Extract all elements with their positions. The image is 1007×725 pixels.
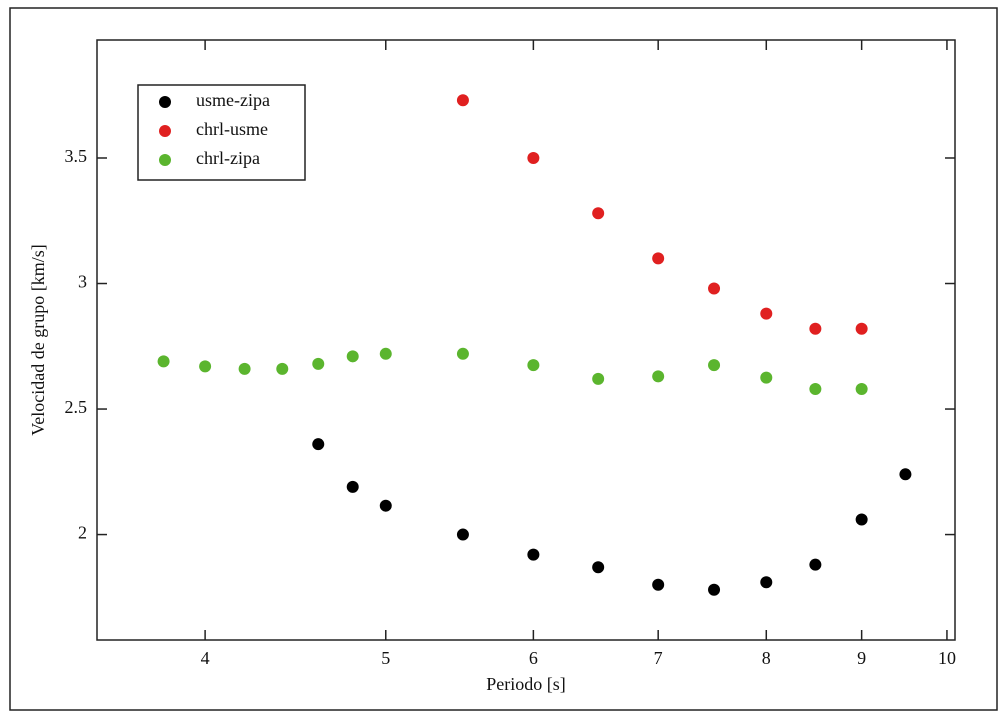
y-tick-label: 3 <box>78 272 87 292</box>
point <box>527 151 540 164</box>
point <box>312 357 325 370</box>
legend-marker <box>159 125 171 137</box>
legend-marker <box>159 154 171 166</box>
point <box>708 583 721 596</box>
point <box>809 382 822 395</box>
point <box>592 207 605 220</box>
x-axis-label: Periodo [s] <box>486 674 566 694</box>
plot-area <box>96 39 956 641</box>
point <box>456 94 469 107</box>
point <box>760 307 773 320</box>
legend-label: chrl-usme <box>196 119 268 139</box>
y-axis-label: Velocidad de grupo [km/s] <box>28 244 48 435</box>
point <box>157 355 170 368</box>
point <box>238 362 251 375</box>
point <box>527 359 540 372</box>
y-tick-label: 3.5 <box>65 146 88 166</box>
point <box>760 371 773 384</box>
legend-marker <box>159 96 171 108</box>
x-tick-label: 10 <box>938 648 956 668</box>
legend-label: chrl-zipa <box>196 148 260 168</box>
point <box>592 372 605 385</box>
point <box>379 347 392 360</box>
legend-label: usme-zipa <box>196 90 270 110</box>
x-tick-label: 8 <box>762 648 771 668</box>
point <box>312 438 325 451</box>
point <box>276 362 289 375</box>
point <box>346 480 359 493</box>
point <box>760 576 773 589</box>
point <box>527 548 540 561</box>
point <box>652 252 665 265</box>
point <box>592 561 605 574</box>
point <box>379 499 392 512</box>
point <box>708 282 721 295</box>
point <box>652 370 665 383</box>
point <box>199 360 212 373</box>
x-tick-label: 9 <box>857 648 866 668</box>
point <box>855 513 868 526</box>
x-tick-label: 7 <box>654 648 663 668</box>
y-tick-label: 2 <box>78 523 87 543</box>
point <box>456 528 469 541</box>
point <box>855 322 868 335</box>
point <box>346 350 359 363</box>
point <box>708 359 721 372</box>
point <box>899 468 912 481</box>
y-tick-label: 2.5 <box>65 397 88 417</box>
point <box>809 558 822 571</box>
x-tick-label: 6 <box>529 648 538 668</box>
point <box>652 578 665 591</box>
point <box>809 322 822 335</box>
point <box>855 382 868 395</box>
point <box>456 347 469 360</box>
x-tick-label: 4 <box>201 648 210 668</box>
x-tick-label: 5 <box>381 648 390 668</box>
frame <box>9 7 998 711</box>
